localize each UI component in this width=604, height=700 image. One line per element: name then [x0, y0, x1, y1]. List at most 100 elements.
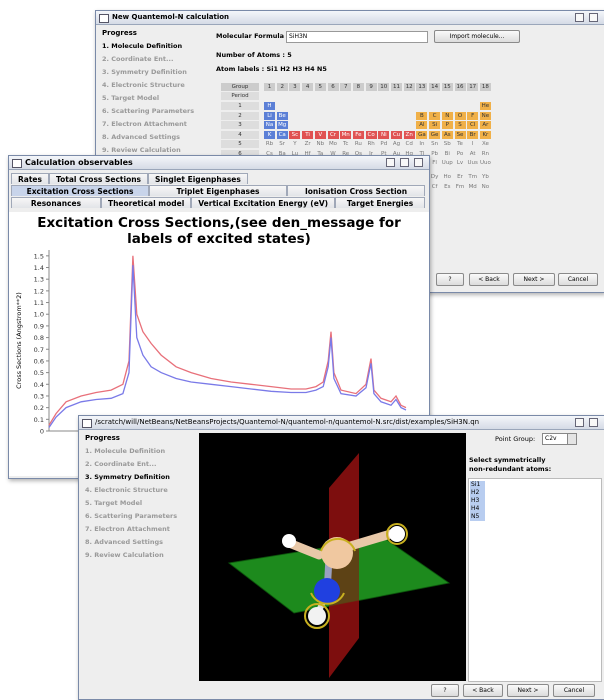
- close-button[interactable]: [589, 418, 598, 427]
- element-cell[interactable]: He: [480, 102, 491, 110]
- dialog-button[interactable]: < Back: [469, 273, 509, 286]
- minimize-button[interactable]: [386, 158, 395, 167]
- element-cell[interactable]: V: [315, 131, 326, 139]
- element-cell[interactable]: O: [455, 112, 466, 120]
- element-cell[interactable]: Ar: [480, 121, 491, 129]
- element-cell[interactable]: P: [442, 121, 453, 129]
- element-cell[interactable]: Br: [467, 131, 478, 139]
- element-cell[interactable]: As: [442, 131, 453, 139]
- tab[interactable]: Singlet Eigenphases: [148, 173, 248, 184]
- element-cell[interactable]: No: [480, 183, 491, 191]
- element-cell[interactable]: Cu: [391, 131, 402, 139]
- dialog-button[interactable]: < Back: [463, 684, 503, 697]
- element-cell[interactable]: Cd: [404, 140, 415, 148]
- element-cell[interactable]: Li: [264, 112, 275, 120]
- element-cell[interactable]: Sr: [277, 140, 288, 148]
- element-cell[interactable]: S: [455, 121, 466, 129]
- element-cell[interactable]: Mg: [277, 121, 288, 129]
- element-cell[interactable]: Cf: [429, 183, 440, 191]
- element-cell[interactable]: Cr: [328, 131, 339, 139]
- element-cell[interactable]: F: [467, 112, 478, 120]
- element-cell[interactable]: Sb: [442, 140, 453, 148]
- element-cell[interactable]: Ca: [277, 131, 288, 139]
- element-cell[interactable]: Rh: [366, 140, 377, 148]
- element-cell[interactable]: H: [264, 102, 275, 110]
- element-cell[interactable]: Po: [455, 150, 466, 158]
- element-cell[interactable]: Al: [416, 121, 427, 129]
- element-cell[interactable]: Zn: [404, 131, 415, 139]
- element-cell[interactable]: C: [429, 112, 440, 120]
- element-cell[interactable]: Bi: [442, 150, 453, 158]
- element-cell[interactable]: B: [416, 112, 427, 120]
- element-cell[interactable]: Si: [429, 121, 440, 129]
- element-cell[interactable]: Be: [277, 112, 288, 120]
- tab[interactable]: Target Energies: [335, 197, 425, 208]
- element-cell[interactable]: Er: [455, 173, 466, 181]
- element-cell[interactable]: Pd: [378, 140, 389, 148]
- element-cell[interactable]: Tc: [340, 140, 351, 148]
- element-cell[interactable]: Nb: [315, 140, 326, 148]
- element-cell[interactable]: Rn: [480, 150, 491, 158]
- element-cell[interactable]: Es: [442, 183, 453, 191]
- dialog-button[interactable]: ?: [436, 273, 464, 286]
- atom-item[interactable]: H2: [470, 489, 485, 497]
- element-cell[interactable]: Uup: [442, 159, 453, 167]
- element-cell[interactable]: Co: [366, 131, 377, 139]
- element-cell[interactable]: Uus: [467, 159, 478, 167]
- element-cell[interactable]: Ho: [442, 173, 453, 181]
- element-cell[interactable]: Pb: [429, 150, 440, 158]
- element-cell[interactable]: K: [264, 131, 275, 139]
- element-cell[interactable]: Ga: [416, 131, 427, 139]
- element-cell[interactable]: Se: [455, 131, 466, 139]
- element-cell[interactable]: Zr: [302, 140, 313, 148]
- element-cell[interactable]: Fl: [429, 159, 440, 167]
- tab[interactable]: Total Cross Sections: [49, 173, 148, 184]
- point-group-select[interactable]: C2v: [542, 433, 568, 445]
- element-cell[interactable]: Ni: [378, 131, 389, 139]
- element-cell[interactable]: Cl: [467, 121, 478, 129]
- element-cell[interactable]: Ag: [391, 140, 402, 148]
- tab[interactable]: Ionisation Cross Section: [287, 185, 425, 196]
- tab[interactable]: Excitation Cross Sections: [11, 185, 149, 196]
- element-cell[interactable]: Ge: [429, 131, 440, 139]
- element-cell[interactable]: Rb: [264, 140, 275, 148]
- maximize-button[interactable]: [400, 158, 409, 167]
- element-cell[interactable]: At: [467, 150, 478, 158]
- element-cell[interactable]: Md: [467, 183, 478, 191]
- element-cell[interactable]: Ru: [353, 140, 364, 148]
- close-button[interactable]: [414, 158, 423, 167]
- tab[interactable]: Theoretical model: [101, 197, 191, 208]
- element-cell[interactable]: Te: [455, 140, 466, 148]
- element-cell[interactable]: Sc: [289, 131, 300, 139]
- element-cell[interactable]: Yb: [480, 173, 491, 181]
- element-cell[interactable]: Lv: [455, 159, 466, 167]
- element-cell[interactable]: I: [467, 140, 478, 148]
- atom-item[interactable]: H4: [470, 505, 485, 513]
- tab[interactable]: Vertical Excitation Energy (eV): [191, 197, 335, 208]
- atom-item[interactable]: N5: [470, 513, 485, 521]
- element-cell[interactable]: Xe: [480, 140, 491, 148]
- element-cell[interactable]: Y: [289, 140, 300, 148]
- element-cell[interactable]: Uuo: [480, 159, 491, 167]
- tab[interactable]: Resonances: [11, 197, 101, 208]
- element-cell[interactable]: N: [442, 112, 453, 120]
- dialog-button[interactable]: Next >: [513, 273, 555, 286]
- element-cell[interactable]: Tm: [467, 173, 478, 181]
- tab[interactable]: Triplet Eigenphases: [149, 185, 287, 196]
- element-cell[interactable]: Kr: [480, 131, 491, 139]
- element-cell[interactable]: Ti: [302, 131, 313, 139]
- atom-item[interactable]: Si1: [470, 481, 485, 489]
- element-cell[interactable]: Sn: [429, 140, 440, 148]
- tab[interactable]: Rates: [11, 173, 49, 184]
- dialog-button[interactable]: Cancel: [558, 273, 598, 286]
- element-cell[interactable]: Mn: [340, 131, 351, 139]
- element-cell[interactable]: Dy: [429, 173, 440, 181]
- element-cell[interactable]: Ne: [480, 112, 491, 120]
- atom-item[interactable]: H3: [470, 497, 485, 505]
- dialog-button[interactable]: ?: [431, 684, 459, 697]
- element-cell[interactable]: In: [416, 140, 427, 148]
- dialog-button[interactable]: Next >: [507, 684, 549, 697]
- maximize-button[interactable]: [575, 418, 584, 427]
- element-cell[interactable]: Mo: [328, 140, 339, 148]
- element-cell[interactable]: Fm: [455, 183, 466, 191]
